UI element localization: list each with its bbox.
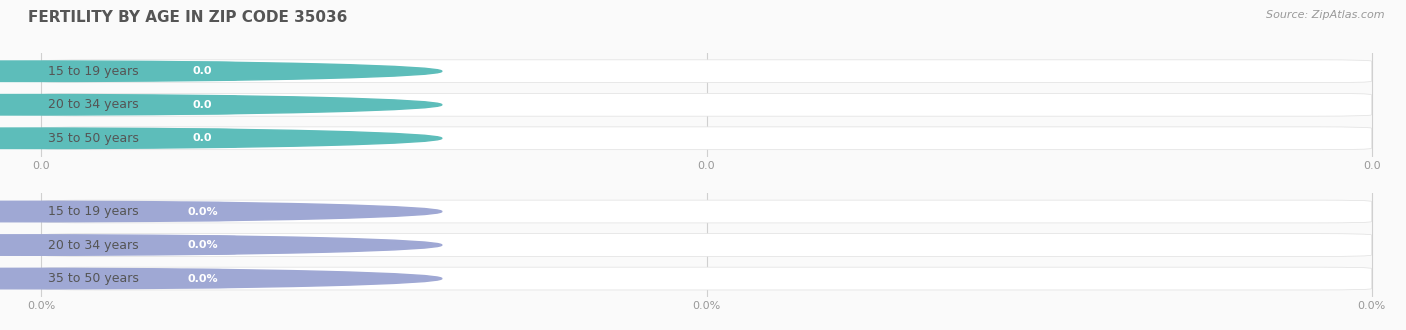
Circle shape xyxy=(0,268,441,289)
FancyBboxPatch shape xyxy=(167,235,238,255)
Circle shape xyxy=(0,201,441,222)
Text: 35 to 50 years: 35 to 50 years xyxy=(48,132,139,145)
Text: 15 to 19 years: 15 to 19 years xyxy=(48,205,139,218)
Text: 20 to 34 years: 20 to 34 years xyxy=(48,239,139,251)
Text: 0.0%: 0.0% xyxy=(187,240,218,250)
FancyBboxPatch shape xyxy=(167,95,238,115)
Text: 15 to 19 years: 15 to 19 years xyxy=(48,65,139,78)
Text: 35 to 50 years: 35 to 50 years xyxy=(48,272,139,285)
Text: FERTILITY BY AGE IN ZIP CODE 35036: FERTILITY BY AGE IN ZIP CODE 35036 xyxy=(28,10,347,25)
FancyBboxPatch shape xyxy=(167,129,238,148)
FancyBboxPatch shape xyxy=(167,202,238,221)
Circle shape xyxy=(0,94,441,115)
FancyBboxPatch shape xyxy=(41,93,1372,116)
FancyBboxPatch shape xyxy=(41,127,1372,150)
Text: Source: ZipAtlas.com: Source: ZipAtlas.com xyxy=(1267,10,1385,20)
Text: 0.0%: 0.0% xyxy=(187,207,218,216)
FancyBboxPatch shape xyxy=(41,267,1372,290)
Text: 0.0: 0.0 xyxy=(193,100,212,110)
FancyBboxPatch shape xyxy=(41,234,1372,256)
Text: 0.0: 0.0 xyxy=(193,133,212,143)
Text: 0.0: 0.0 xyxy=(193,66,212,76)
Circle shape xyxy=(0,235,441,255)
Text: 0.0%: 0.0% xyxy=(187,274,218,283)
FancyBboxPatch shape xyxy=(167,269,238,288)
Circle shape xyxy=(0,128,441,148)
FancyBboxPatch shape xyxy=(167,61,238,81)
Text: 20 to 34 years: 20 to 34 years xyxy=(48,98,139,111)
FancyBboxPatch shape xyxy=(41,200,1372,223)
Circle shape xyxy=(0,61,441,82)
FancyBboxPatch shape xyxy=(41,60,1372,82)
